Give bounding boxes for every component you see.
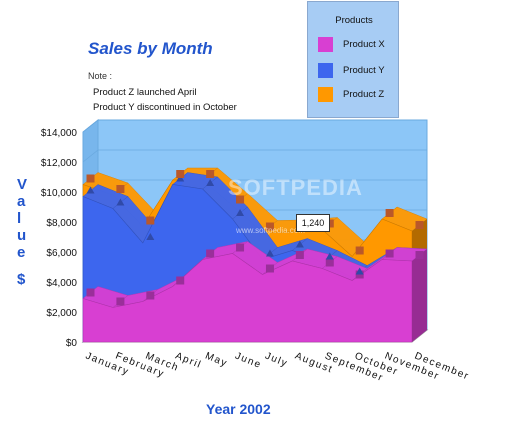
y-axis-label-char: l	[17, 210, 22, 227]
y-axis-label-char: e	[17, 244, 26, 261]
chart-title: Sales by Month	[88, 39, 213, 58]
x-tick-label: May	[204, 351, 230, 370]
data-point	[206, 170, 215, 178]
area-end-cap	[412, 249, 427, 342]
note-label: Note :	[88, 71, 113, 81]
data-point	[146, 216, 155, 225]
y-axis-label-char: a	[17, 193, 26, 210]
data-point	[206, 249, 215, 258]
y-axis-label-char: u	[17, 227, 27, 244]
data-point	[116, 185, 125, 193]
data-callout: 1,240	[296, 214, 330, 232]
data-point	[295, 240, 304, 248]
data-point	[265, 222, 274, 231]
data-point	[146, 291, 155, 300]
data-point	[116, 198, 125, 206]
data-point	[385, 209, 394, 217]
data-point	[176, 276, 185, 285]
data-point	[325, 252, 334, 260]
data-point	[385, 249, 394, 258]
grid-line	[82, 119, 427, 133]
watermark: SOFTPEDIA	[228, 175, 363, 200]
legend-swatch	[318, 87, 333, 102]
x-tick-label: July	[263, 351, 289, 370]
legend-title: Products	[335, 15, 373, 26]
data-point	[295, 251, 304, 259]
data-point	[415, 251, 424, 259]
x-axis-label: Year 2002	[206, 401, 271, 417]
data-point	[265, 249, 274, 257]
y-axis-label-char: V	[17, 176, 28, 193]
y-tick-label: $8,000	[46, 218, 77, 229]
grid-line	[82, 149, 427, 163]
data-point	[86, 186, 95, 194]
data-point	[415, 221, 424, 229]
y-tick-label: $10,000	[41, 188, 78, 199]
y-tick-label: $0	[66, 338, 78, 349]
legend-swatch	[318, 63, 333, 78]
legend-swatch	[318, 37, 333, 52]
data-point	[86, 288, 95, 297]
data-point	[325, 258, 334, 267]
data-point	[236, 209, 245, 216]
y-tick-label: $14,000	[41, 128, 78, 139]
data-point	[355, 267, 364, 275]
y-axis-label-char: $	[17, 271, 26, 288]
legend-label: Product Z	[343, 89, 385, 100]
note-line: Product Z launched April	[93, 87, 197, 98]
data-point	[236, 243, 245, 252]
data-point	[355, 246, 364, 255]
y-tick-label: $6,000	[46, 248, 77, 259]
y-tick-label: $4,000	[46, 278, 77, 289]
data-point	[116, 297, 125, 306]
data-point	[146, 233, 155, 240]
y-tick-label: $12,000	[41, 158, 78, 169]
data-point	[236, 195, 245, 204]
data-point	[176, 170, 185, 178]
legend-label: Product Y	[343, 65, 385, 76]
y-tick-label: $2,000	[46, 308, 77, 319]
data-point	[206, 179, 215, 186]
legend-label: Product X	[343, 39, 385, 50]
note-line: Product Y discontinued in October	[93, 102, 237, 113]
data-point	[265, 264, 274, 273]
legend: Products Product X Product Y Product Z	[307, 1, 399, 118]
watermark-url: www.softpedia.com	[236, 226, 305, 235]
x-tick-label: June	[233, 351, 263, 372]
data-point	[86, 174, 95, 183]
